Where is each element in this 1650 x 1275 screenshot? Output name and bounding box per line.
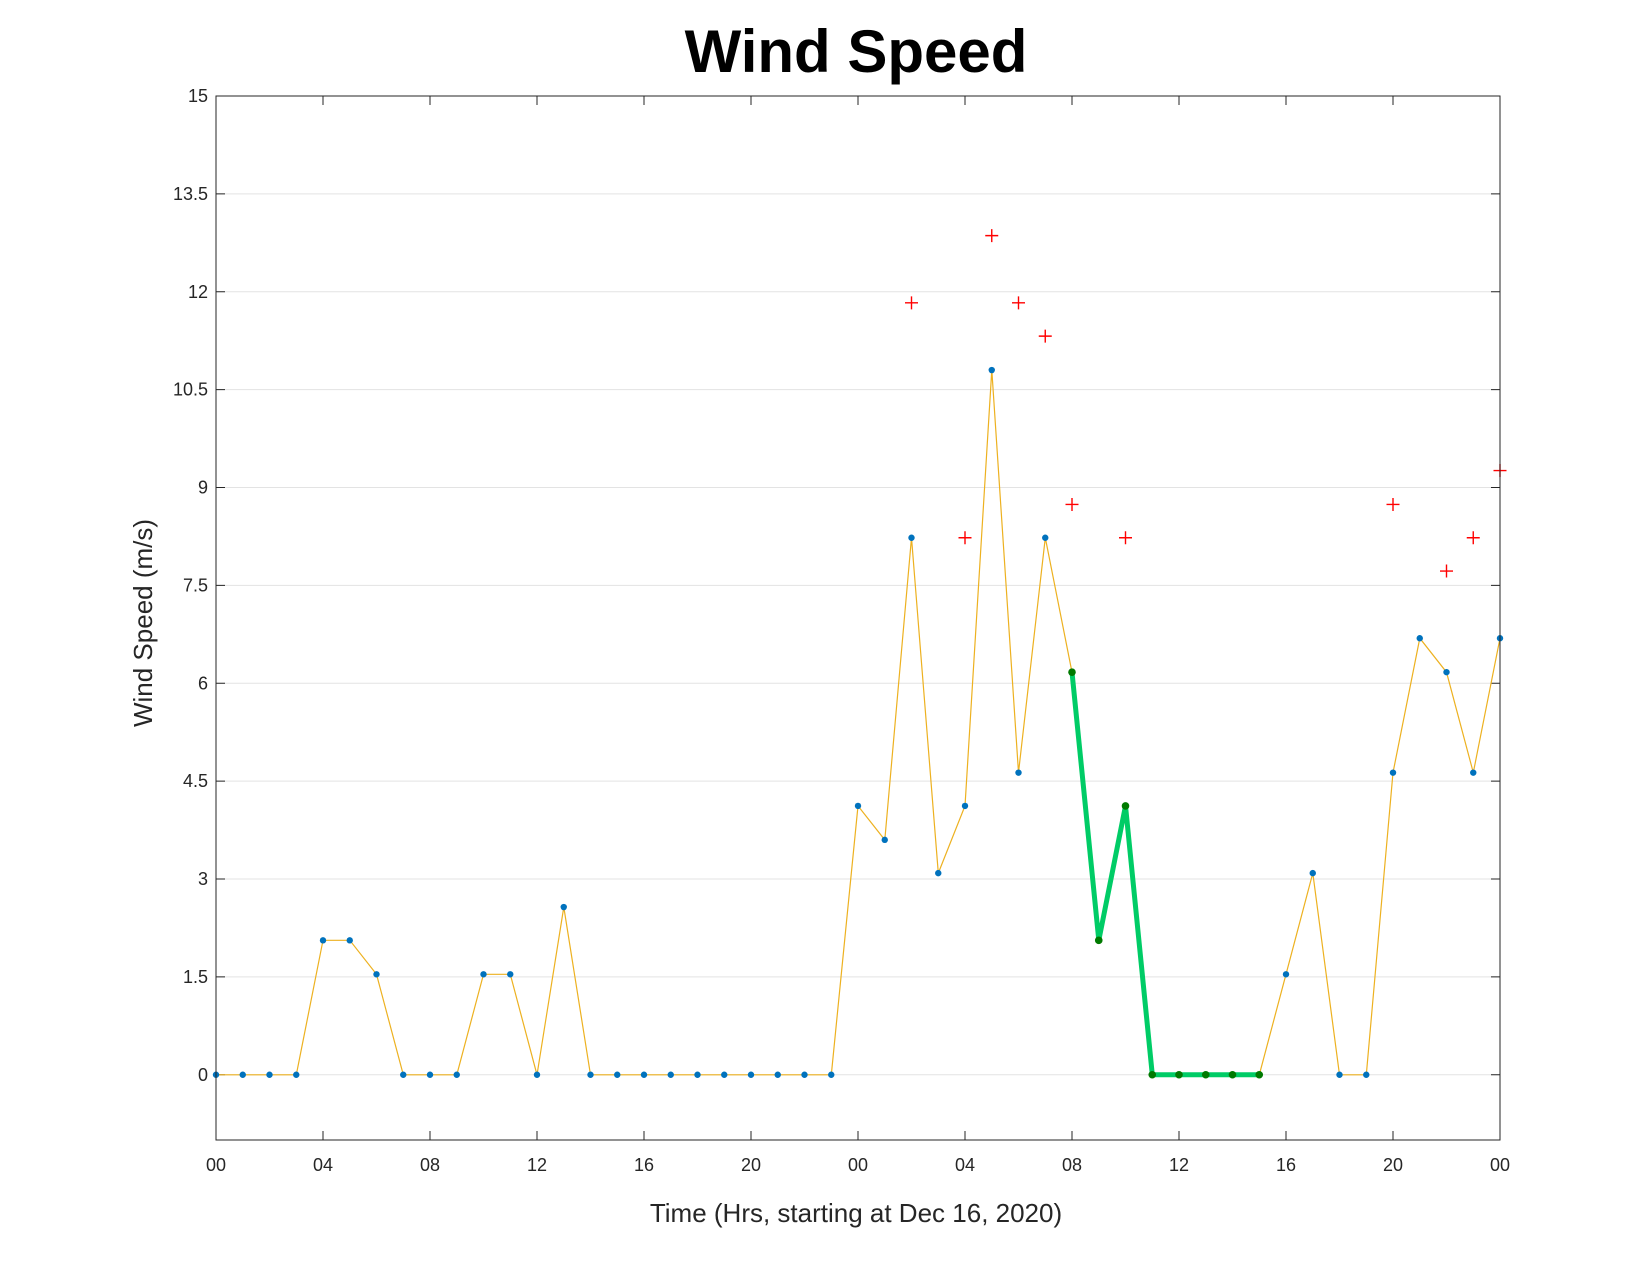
gust-marker (1386, 497, 1400, 511)
x-tick-label: 16 (634, 1155, 654, 1175)
highlight-point (1148, 1070, 1157, 1079)
y-tick-label: 10.5 (173, 380, 208, 400)
wind-speed-point (453, 1071, 460, 1078)
wind-speed-point (1443, 668, 1450, 676)
gust-marker (1466, 531, 1480, 545)
y-tick-label: 13.5 (173, 184, 208, 204)
wind-speed-point (854, 802, 862, 810)
wind-speed-point (828, 1071, 835, 1078)
wind-speed-point (1309, 869, 1316, 877)
gust-marker (1440, 564, 1453, 578)
wind-speed-point (1282, 971, 1290, 978)
x-tick-label: 08 (420, 1155, 440, 1175)
wind-speed-point (1042, 534, 1049, 541)
y-tick-label: 9 (198, 478, 208, 498)
y-tick-label: 12 (188, 282, 208, 302)
gust-marker (1038, 329, 1052, 343)
wind-speed-point (721, 1071, 728, 1078)
y-ticks: 0 1.5 3 4.5 6 7.5 9 10.5 12 13.5 15 (173, 86, 1500, 1085)
gust-marker (1065, 497, 1079, 511)
y-tick-label: 15 (188, 86, 208, 106)
x-tick-label: 08 (1062, 1155, 1082, 1175)
gust-marker (1012, 296, 1025, 310)
y-tick-label: 0 (198, 1065, 208, 1085)
wind-speed-point (908, 534, 915, 541)
chart-title: Wind Speed (685, 18, 1028, 85)
x-tick-label: 16 (1276, 1155, 1296, 1175)
x-tick-label: 04 (313, 1155, 333, 1175)
wind-speed-point (988, 366, 995, 374)
wind-speed-series-line (216, 369, 1501, 1076)
plot-frame (215, 95, 1501, 1141)
x-tick-label: 20 (741, 1155, 761, 1175)
gust-marker (905, 296, 918, 310)
x-tick-label: 12 (527, 1155, 547, 1175)
gust-marker (1119, 531, 1132, 545)
wind-speed-point (640, 1071, 648, 1078)
wind-speed-point (1015, 769, 1022, 776)
wind-speed-point (560, 903, 567, 911)
wind-speed-point (507, 971, 514, 978)
highlight-point (1094, 936, 1103, 945)
x-ticks: 00 04 08 12 16 20 00 04 08 12 16 20 00 (206, 96, 1510, 1175)
gust-marker (985, 229, 999, 243)
wind-speed-point (373, 971, 380, 978)
wind-speed-point (266, 1071, 273, 1078)
highlight-point (1255, 1070, 1264, 1079)
x-tick-label: 12 (1169, 1155, 1189, 1175)
highlight-series-line (1069, 671, 1260, 1078)
gust-marker (958, 531, 972, 545)
grid-lines (216, 95, 1500, 1076)
wind-speed-point (587, 1071, 594, 1078)
wind-speed-point (961, 802, 969, 810)
highlight-point (1175, 1070, 1183, 1079)
wind-speed-point (293, 1071, 300, 1078)
x-tick-label: 20 (1383, 1155, 1403, 1175)
wind-speed-point (1416, 635, 1423, 642)
y-tick-label: 3 (198, 869, 208, 889)
wind-speed-point (533, 1071, 541, 1078)
highlight-point (1228, 1070, 1237, 1079)
wind-speed-point (935, 869, 942, 877)
y-tick-label: 4.5 (183, 771, 208, 791)
x-axis-label: Time (Hrs, starting at Dec 16, 2020) (650, 1198, 1062, 1228)
wind-speed-point (480, 971, 487, 978)
wind-speed-point (400, 1071, 407, 1078)
wind-speed-point (239, 1071, 246, 1078)
y-tick-label: 7.5 (183, 575, 208, 595)
wind-speed-point (881, 836, 888, 844)
x-tick-label: 00 (206, 1155, 226, 1175)
wind-speed-point (1363, 1071, 1370, 1078)
wind-speed-point (694, 1071, 701, 1078)
x-tick-label: 00 (1490, 1155, 1510, 1175)
series-layer (212, 229, 1507, 1079)
wind-speed-point (346, 937, 353, 944)
y-tick-label: 1.5 (183, 967, 208, 987)
wind-speed-point (1470, 769, 1477, 776)
wind-speed-point (614, 1071, 621, 1078)
wind-speed-point (1389, 769, 1397, 776)
highlight-point (1201, 1070, 1210, 1079)
wind-speed-point (747, 1071, 755, 1078)
wind-speed-point (667, 1071, 674, 1078)
y-tick-label: 6 (198, 673, 208, 693)
wind-speed-point (774, 1071, 781, 1078)
highlight-point (1068, 668, 1076, 676)
x-tick-label: 04 (955, 1155, 975, 1175)
wind-speed-point (1336, 1071, 1343, 1078)
wind-speed-point (801, 1071, 808, 1078)
y-axis-label: Wind Speed (m/s) (128, 519, 158, 727)
wind-speed-point (319, 937, 327, 944)
x-tick-label: 00 (848, 1155, 868, 1175)
wind-speed-point (426, 1071, 434, 1078)
highlight-point (1121, 802, 1130, 810)
